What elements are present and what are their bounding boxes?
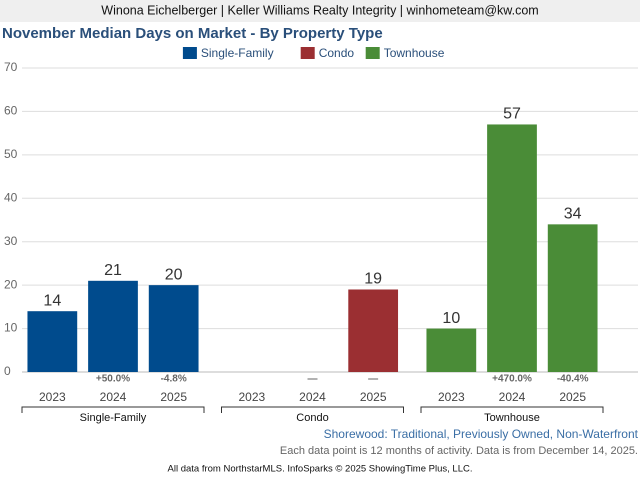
change-label: +50.0% [96,374,130,385]
y-tick-label: 40 [4,190,18,204]
x-tick-label: 2023 [438,390,465,404]
value-label: 19 [364,271,382,288]
value-label: 21 [104,262,122,279]
source: All data from NorthstarMLS. InfoSparks ©… [168,464,473,475]
change-label: — [368,374,378,385]
bar [348,289,399,372]
bar [547,224,598,372]
bar [148,285,199,372]
group-bracket [420,406,604,413]
value-label: 20 [165,266,183,283]
legend-swatch [365,47,380,59]
change-label: -40.4% [557,374,589,385]
value-label: 34 [564,206,582,223]
group-bracket [221,406,404,413]
x-tick-label: 2025 [559,390,586,404]
group-label: Townhouse [484,412,540,424]
y-tick-label: 10 [4,321,18,335]
y-tick-label: 30 [4,234,18,248]
x-tick-label: 2025 [360,390,387,404]
bar [487,124,537,372]
y-tick-label: 60 [4,104,18,118]
bar [426,328,477,372]
note: Shorewood: Traditional, Previously Owned… [324,427,639,441]
x-tick-label: 2025 [160,390,187,404]
y-tick-label: 20 [4,277,18,291]
y-tick-label: 70 [4,60,18,74]
x-tick-label: 2024 [100,390,127,404]
x-tick-label: 2024 [499,390,526,404]
change-label: -4.8% [161,374,187,385]
group-bracket [21,406,205,413]
bar [27,311,78,372]
header-bar [0,0,640,22]
change-label: — [308,374,318,385]
x-tick-label: 2024 [299,390,326,404]
legend-label: Townhouse [384,46,445,60]
legend-label: Single-Family [201,46,274,60]
value-label: 57 [503,106,521,123]
change-label: +470.0% [492,374,532,385]
value-label: 14 [43,292,61,309]
header: Winona Eichelberger | Keller Williams Re… [101,3,538,17]
bar [88,280,138,372]
y-tick-label: 50 [4,147,18,161]
value-label: 10 [442,310,460,327]
chart-title: November Median Days on Market - By Prop… [2,25,383,42]
group-label: Condo [296,412,328,424]
x-tick-label: 2023 [238,390,265,404]
legend-swatch [182,47,197,59]
legend-label: Condo [319,46,355,60]
note: Each data point is 12 months of activity… [280,445,638,457]
group-label: Single-Family [80,412,147,424]
legend-swatch [300,47,315,59]
y-tick-label: 0 [4,364,11,378]
x-tick-label: 2023 [39,390,66,404]
